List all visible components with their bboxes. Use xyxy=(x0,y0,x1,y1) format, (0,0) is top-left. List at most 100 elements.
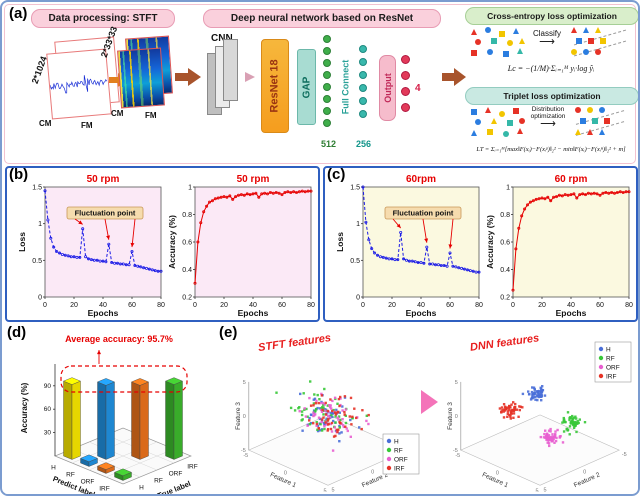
fc512-dim: 512 xyxy=(321,139,337,149)
distribution-arrow-icon: ⟶ xyxy=(540,118,556,130)
flow-arrow-icon xyxy=(442,68,466,86)
output-label: Output xyxy=(382,73,393,103)
svg-text:-5: -5 xyxy=(455,453,460,459)
svg-text:80: 80 xyxy=(157,302,165,309)
svg-text:1: 1 xyxy=(356,221,360,228)
output-block: Output xyxy=(379,55,396,121)
triplet-box: Triplet loss optimization Distribution o… xyxy=(465,87,638,163)
svg-text:40: 40 xyxy=(567,302,575,309)
svg-text:IRF: IRF xyxy=(99,486,110,493)
fm-label-spec: FM xyxy=(145,111,157,120)
svg-text:20: 20 xyxy=(538,302,546,309)
cm-label-signal: CM xyxy=(39,119,52,128)
neuron-dot xyxy=(401,71,410,80)
svg-text:0: 0 xyxy=(43,302,47,309)
fm-label-signal: FM xyxy=(81,121,93,130)
svg-text:IRF: IRF xyxy=(187,464,198,471)
neuron-dot xyxy=(401,55,410,64)
svg-text:80: 80 xyxy=(475,302,483,309)
neuron-dot xyxy=(323,119,331,127)
spectrogram-front-layer xyxy=(117,47,165,109)
svg-text:40: 40 xyxy=(417,302,425,309)
svg-text:0: 0 xyxy=(284,471,287,477)
class-shape-icon xyxy=(487,129,493,135)
class-shape-icon xyxy=(499,31,505,37)
svg-text:Epochs: Epochs xyxy=(406,308,437,318)
pre-optimization-diagram xyxy=(469,107,525,143)
panel-e-label: (e) xyxy=(219,324,238,341)
cnn-arrow-icon xyxy=(245,72,255,82)
cross-entropy-box: Cross-entropy loss optimization Classify… xyxy=(465,7,638,83)
class-shape-icon xyxy=(503,131,509,137)
class-shape-icon xyxy=(575,129,581,135)
svg-text:RF: RF xyxy=(606,356,615,363)
class-shape-icon xyxy=(517,48,523,54)
class-shape-icon xyxy=(583,27,589,33)
class-shape-icon xyxy=(588,38,594,44)
confusion-bar3d-chart: 30 60 90 Accuracy (%) Average accuracy: 95.7… xyxy=(20,334,198,494)
svg-text:60rpm: 60rpm xyxy=(406,174,436,185)
svg-text:0.5: 0.5 xyxy=(350,258,360,265)
class-shape-icon xyxy=(475,119,481,125)
accuracy-chart-50rpm: 50 rpm 0.2 0.4 0.6 0.8 1 0 20 40 60 80 Epochs Accura… xyxy=(167,174,315,318)
svg-text:0: 0 xyxy=(496,471,499,477)
svg-text:5: 5 xyxy=(331,487,334,492)
class-shape-icon xyxy=(592,118,598,124)
class-shape-icon xyxy=(513,28,519,34)
svg-text:0.4: 0.4 xyxy=(500,267,510,274)
svg-text:IRF: IRF xyxy=(394,466,405,473)
class-shape-icon xyxy=(519,38,525,44)
svg-text:0: 0 xyxy=(361,302,365,309)
panel-a-label: (a) xyxy=(9,5,28,22)
classify-label: Classify xyxy=(532,29,561,38)
svg-text:H: H xyxy=(51,465,56,472)
neuron-dot xyxy=(359,71,367,79)
class-shape-icon xyxy=(587,129,593,135)
svg-text:40: 40 xyxy=(99,302,107,309)
cross-entropy-formula: Lc = −(1/M)·Σᵢ₌₁ᴹ yᵢ·log ŷᵢ xyxy=(507,64,595,73)
flow-arrow-icon xyxy=(175,68,201,86)
dnn-title: Deep neural network based on ResNet xyxy=(203,9,441,28)
neuron-dot xyxy=(359,84,367,92)
svg-text:ORF: ORF xyxy=(169,471,183,478)
panel-c: (c) 60rpm 0 0.5 1 1.5 0 20 40 60 80 Epochs Loss Fluc… xyxy=(323,166,638,322)
svg-text:0: 0 xyxy=(38,295,42,302)
class-shape-icon xyxy=(595,49,601,55)
neuron-dot xyxy=(359,58,367,66)
cnn-label: CNN xyxy=(211,33,233,44)
svg-text:60: 60 xyxy=(596,302,604,309)
class-shape-icon xyxy=(583,49,589,55)
svg-text:Average accuracy: 95.7%: Average accuracy: 95.7% xyxy=(65,334,173,344)
svg-text:0.6: 0.6 xyxy=(182,240,192,247)
svg-text:60: 60 xyxy=(446,302,454,309)
class-shape-icon xyxy=(599,107,605,113)
svg-text:80: 80 xyxy=(625,302,633,309)
svg-text:50 rpm: 50 rpm xyxy=(87,174,120,185)
full-connect-label: Full Connect xyxy=(340,59,350,115)
svg-text:5: 5 xyxy=(323,488,326,492)
svg-text:20: 20 xyxy=(388,302,396,309)
panel-a: (a) Data processing: STFT 2*1024 CM FM 2… xyxy=(4,4,638,164)
triplet-formula: LT = Σᵢ₌₁ᴹ[max‖F(xᵢ)−F(xᵢᵖ)‖₂² − min‖F(x… xyxy=(476,146,626,153)
panel-b: (b) 50 rpm 0 0.5 1 1.5 0 20 40 60 80 Epochs Loss Flu… xyxy=(5,166,320,322)
svg-text:Fluctuation point: Fluctuation point xyxy=(75,209,136,218)
class-shape-icon xyxy=(503,51,509,57)
class-shape-icon xyxy=(499,111,505,117)
class-shape-icon xyxy=(471,50,477,56)
svg-text:5: 5 xyxy=(543,487,546,492)
class-shape-icon xyxy=(519,118,525,124)
transform-arrow-icon xyxy=(421,390,438,414)
fc256-neurons xyxy=(359,45,367,118)
svg-text:Epochs: Epochs xyxy=(238,308,269,318)
svg-text:RF: RF xyxy=(154,478,163,485)
svg-text:Accuracy (%): Accuracy (%) xyxy=(485,215,495,269)
output-neurons xyxy=(401,55,410,112)
svg-text:ORF: ORF xyxy=(606,365,620,372)
svg-text:0.8: 0.8 xyxy=(500,212,510,219)
svg-text:ORF: ORF xyxy=(81,479,95,486)
neuron-dot xyxy=(323,95,331,103)
loss-chart-60rpm: 60rpm 0 0.5 1 1.5 0 20 40 60 80 Epochs Loss Fluctuat… xyxy=(335,174,483,318)
svg-text:ORF: ORF xyxy=(394,457,408,464)
